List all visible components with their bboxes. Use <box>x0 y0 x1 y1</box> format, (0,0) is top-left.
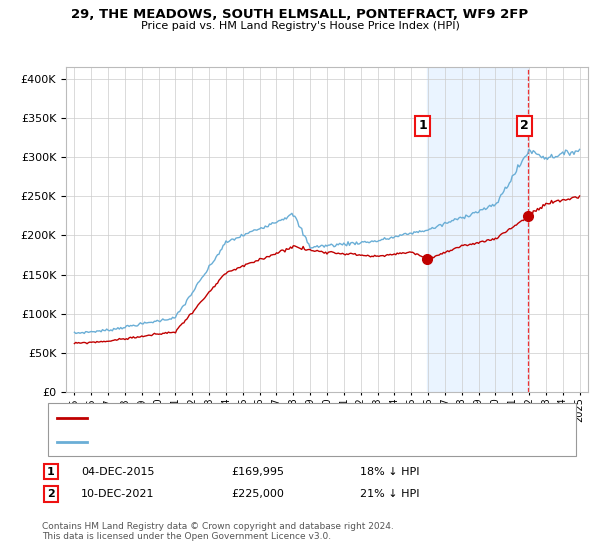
Text: 1: 1 <box>47 466 55 477</box>
Text: 2: 2 <box>520 119 529 132</box>
Text: HPI: Average price, detached house, Wakefield: HPI: Average price, detached house, Wake… <box>93 436 337 446</box>
Text: 21% ↓ HPI: 21% ↓ HPI <box>360 489 419 499</box>
Text: Price paid vs. HM Land Registry's House Price Index (HPI): Price paid vs. HM Land Registry's House … <box>140 21 460 31</box>
Text: 04-DEC-2015: 04-DEC-2015 <box>81 466 155 477</box>
Text: £169,995: £169,995 <box>231 466 284 477</box>
Text: Contains HM Land Registry data © Crown copyright and database right 2024.
This d: Contains HM Land Registry data © Crown c… <box>42 522 394 542</box>
Text: 18% ↓ HPI: 18% ↓ HPI <box>360 466 419 477</box>
Bar <box>427 67 528 392</box>
Text: 29, THE MEADOWS, SOUTH ELMSALL, PONTEFRACT, WF9 2FP: 29, THE MEADOWS, SOUTH ELMSALL, PONTEFRA… <box>71 8 529 21</box>
Text: 1: 1 <box>419 119 427 132</box>
Text: £225,000: £225,000 <box>231 489 284 499</box>
Text: 10-DEC-2021: 10-DEC-2021 <box>81 489 155 499</box>
Text: 29, THE MEADOWS, SOUTH ELMSALL, PONTEFRACT, WF9 2FP (detached house): 29, THE MEADOWS, SOUTH ELMSALL, PONTEFRA… <box>93 413 506 423</box>
Text: 2: 2 <box>47 489 55 499</box>
